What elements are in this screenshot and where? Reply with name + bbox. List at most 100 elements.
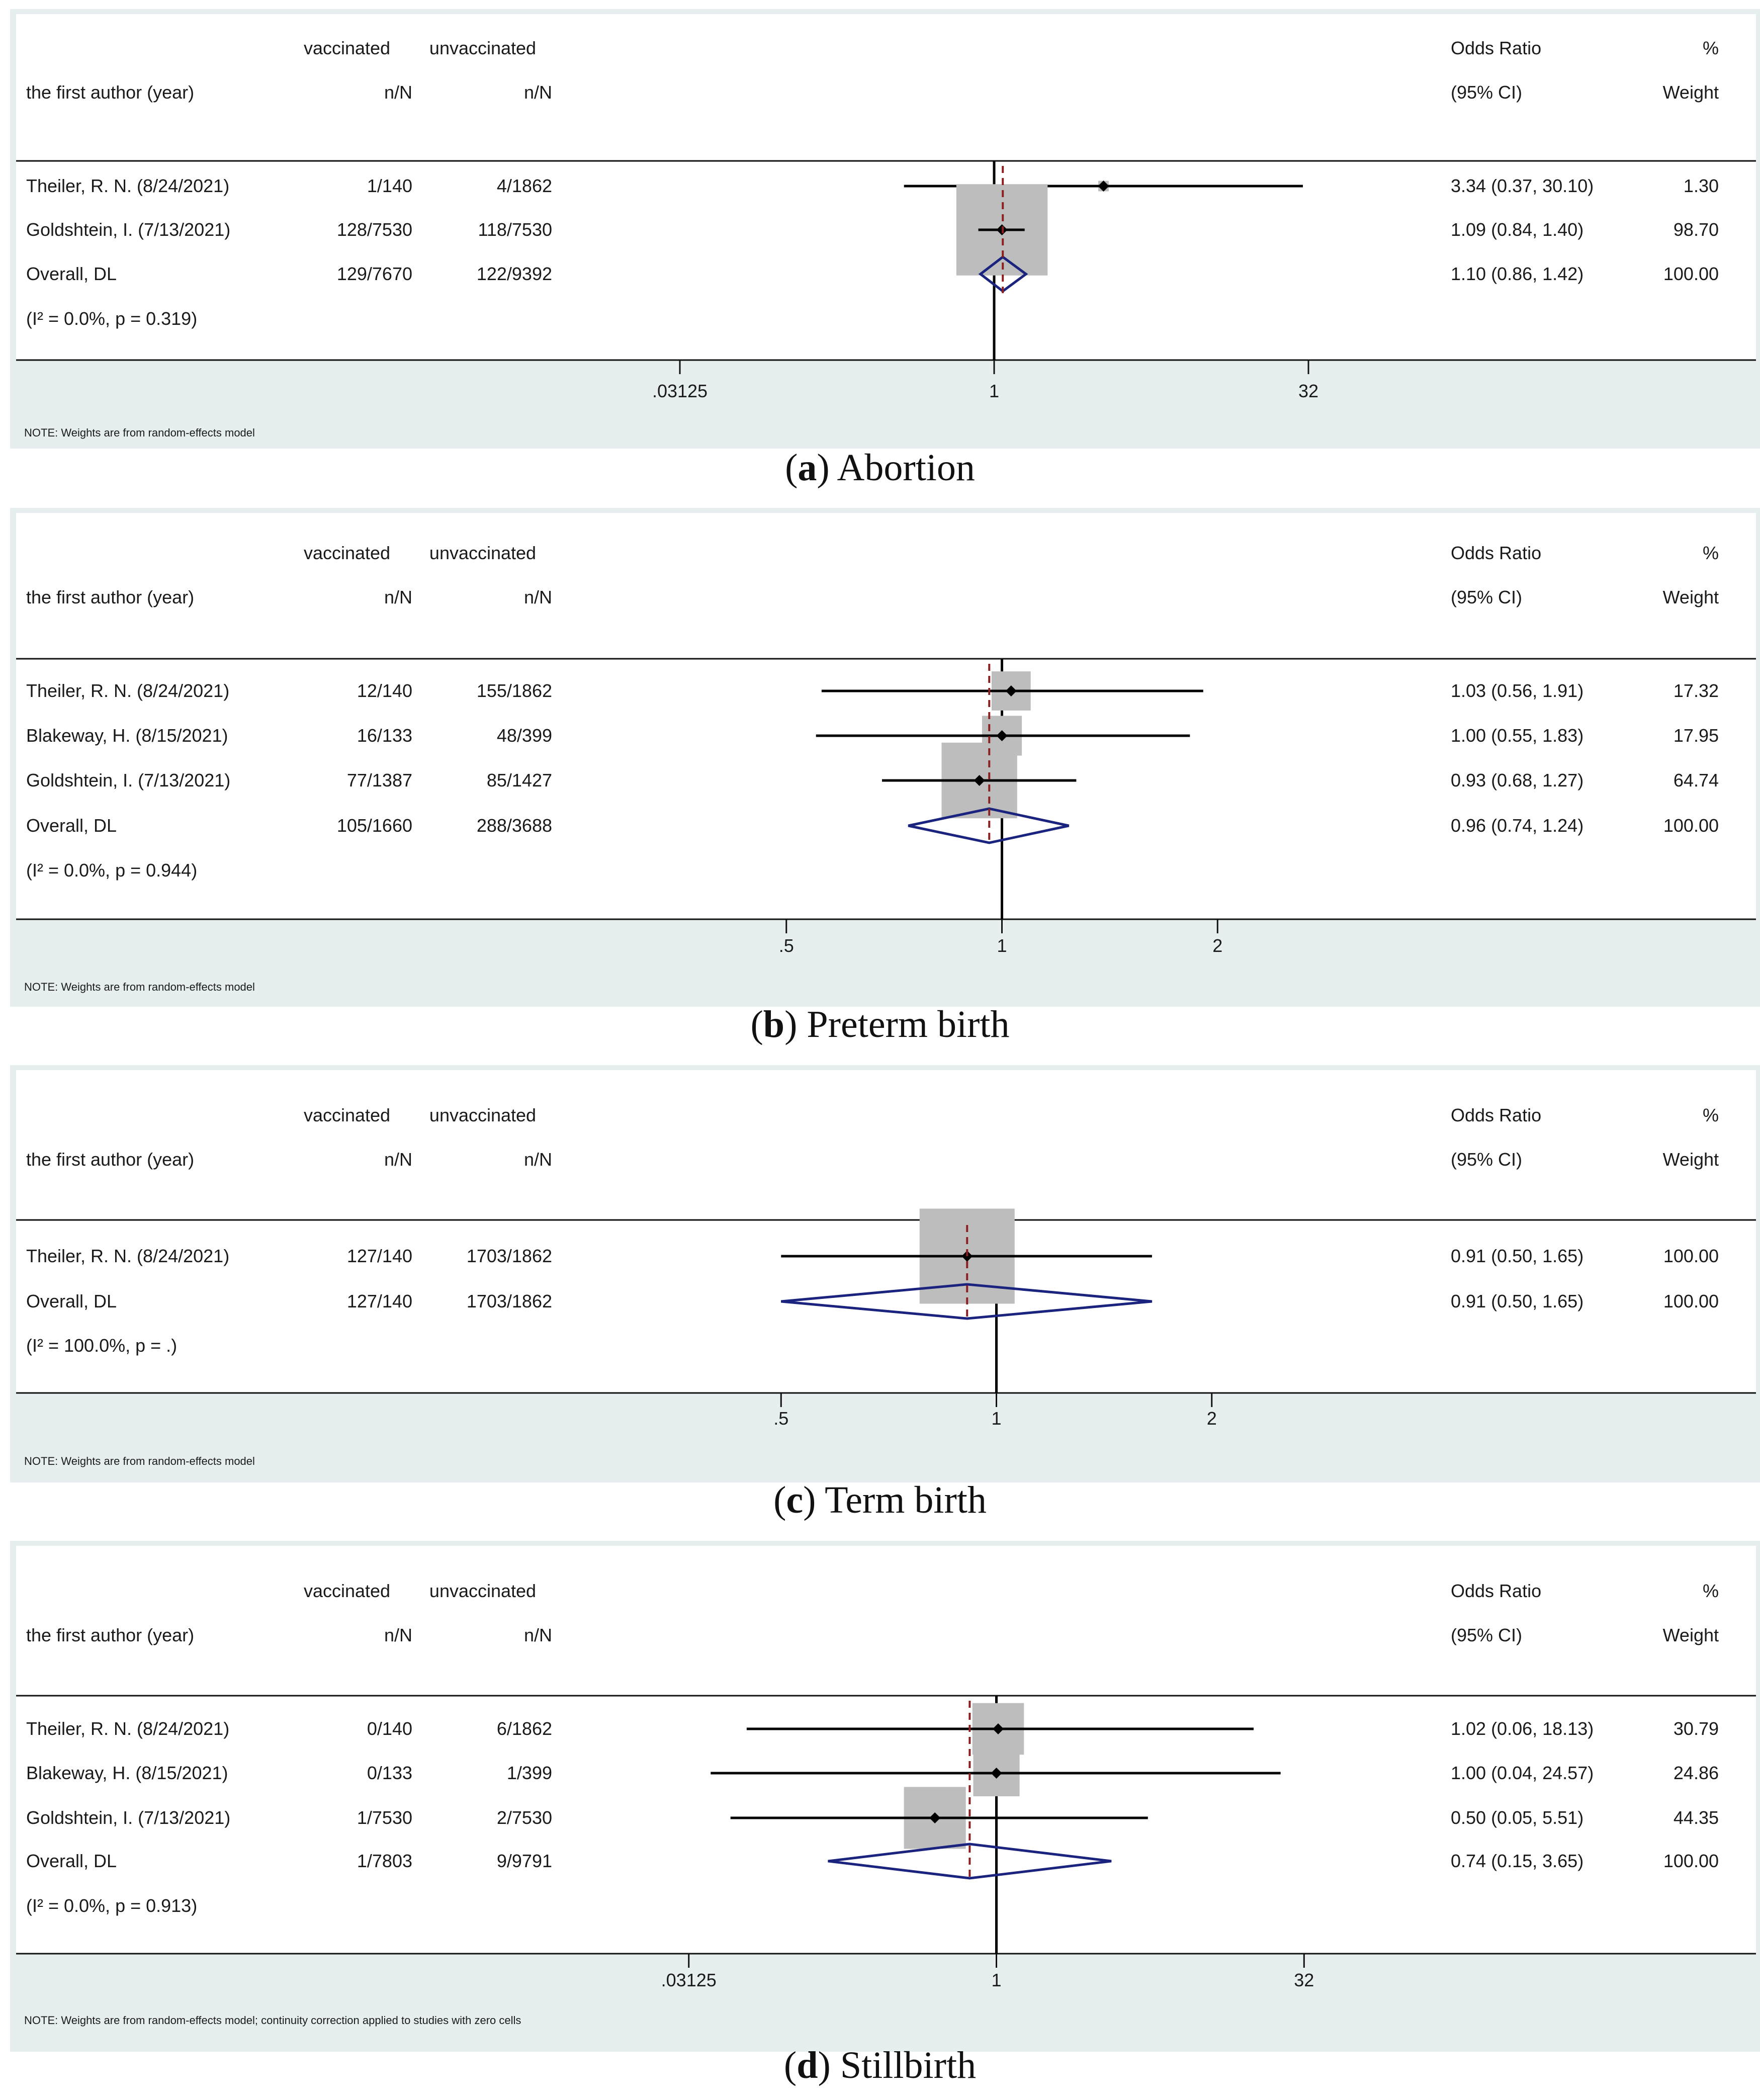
overall-weight: 100.00 xyxy=(1663,1291,1719,1311)
heterogeneity-statistic: (I² = 100.0%, p = .) xyxy=(26,1335,177,1356)
study-unvaccinated: 48/399 xyxy=(497,725,552,746)
header-percent: % xyxy=(1703,543,1719,563)
overall-unvaccinated: 9/9791 xyxy=(497,1851,552,1871)
study-row: Blakeway, H. (8/15/2021) 0/133 1/399 1.00 (… xyxy=(26,1749,1719,1797)
study-weight: 64.74 xyxy=(1674,770,1719,791)
model-note: NOTE: Weights are from random-effects mo… xyxy=(24,1455,255,1467)
header-unvaccinated-nN: n/N xyxy=(524,82,552,103)
caption-paren-open: ( xyxy=(750,1003,763,1045)
heterogeneity-statistic: (I² = 0.0%, p = 0.944) xyxy=(26,860,197,881)
study-author: Goldshtein, I. (7/13/2021) xyxy=(26,1807,230,1828)
caption-paren-open: ( xyxy=(785,447,798,489)
forest-panel-c: vaccinated unvaccinated the first author (… xyxy=(10,1065,1760,1521)
point-estimate xyxy=(992,1723,1004,1734)
study-author: Theiler, R. N. (8/24/2021) xyxy=(26,680,229,701)
header-unvaccinated-nN: n/N xyxy=(524,1149,552,1170)
model-note: NOTE: Weights are from random-effects mo… xyxy=(24,426,255,439)
study-unvaccinated: 1703/1862 xyxy=(467,1246,552,1266)
point-estimate xyxy=(974,775,985,786)
x-tick-label: 1 xyxy=(991,1970,1001,1990)
forest-panel-d: vaccinated unvaccinated the first author (… xyxy=(10,1541,1760,2086)
x-tick-label: 1 xyxy=(989,381,999,401)
study-vaccinated: 1/7530 xyxy=(357,1807,412,1828)
header-unvaccinated: unvaccinated xyxy=(429,543,536,563)
overall-weight: 100.00 xyxy=(1663,815,1719,836)
caption-title: Preterm birth xyxy=(797,1003,1009,1045)
header-weight: Weight xyxy=(1663,1149,1719,1170)
study-weight: 100.00 xyxy=(1663,1246,1719,1266)
header-author: the first author (year) xyxy=(26,587,194,607)
header-unvaccinated-nN: n/N xyxy=(524,587,552,607)
overall-odds-ratio: 0.96 (0.74, 1.24) xyxy=(1451,815,1583,836)
header-unvaccinated: unvaccinated xyxy=(429,1581,536,1601)
study-author: Blakeway, H. (8/15/2021) xyxy=(26,1763,228,1783)
x-tick-label: 32 xyxy=(1298,381,1318,401)
study-weight: 1.30 xyxy=(1684,176,1719,196)
overall-diamond xyxy=(781,1283,1153,1320)
header-odds-ratio: Odds Ratio xyxy=(1451,1581,1541,1601)
study-vaccinated: 12/140 xyxy=(357,680,412,701)
study-row: Theiler, R. N. (8/24/2021) 0/140 6/1862 1.0… xyxy=(26,1703,1719,1755)
study-weight: 17.95 xyxy=(1674,725,1719,746)
header-vaccinated: vaccinated xyxy=(304,1105,390,1125)
header-vaccinated-nN: n/N xyxy=(384,82,412,103)
study-vaccinated: 0/133 xyxy=(367,1763,412,1783)
study-unvaccinated: 2/7530 xyxy=(497,1807,552,1828)
study-row: Blakeway, H. (8/15/2021) 16/133 48/399 1.00… xyxy=(26,716,1719,756)
x-tick-label: 2 xyxy=(1207,1408,1217,1429)
header-unvaccinated: unvaccinated xyxy=(429,1105,536,1125)
x-tick-label: .5 xyxy=(773,1408,788,1429)
header-vaccinated-nN: n/N xyxy=(384,1149,412,1170)
study-odds-ratio: 1.02 (0.06, 18.13) xyxy=(1451,1718,1594,1739)
x-tick-label: .03125 xyxy=(661,1970,717,1990)
header-percent: % xyxy=(1703,1105,1719,1125)
x-tick-label: .5 xyxy=(779,935,794,956)
model-note: NOTE: Weights are from random-effects mo… xyxy=(24,981,255,993)
study-row: Goldshtein, I. (7/13/2021) 77/1387 85/1427… xyxy=(26,742,1719,819)
overall-row: Overall, DL 129/7670 122/9392 1.10 (0.86, 1… xyxy=(26,255,1719,293)
overall-unvaccinated: 122/9392 xyxy=(477,264,552,284)
header-vaccinated-nN: n/N xyxy=(384,587,412,607)
study-odds-ratio: 0.50 (0.05, 5.51) xyxy=(1451,1807,1583,1828)
plot-region xyxy=(16,1546,1756,1954)
header-percent: % xyxy=(1703,1581,1719,1601)
study-odds-ratio: 1.00 (0.55, 1.83) xyxy=(1451,725,1583,746)
x-tick-label: 1 xyxy=(991,1408,1001,1429)
overall-vaccinated: 127/140 xyxy=(347,1291,412,1311)
caption-letter: a xyxy=(798,447,817,489)
panel-caption: (c) Term birth xyxy=(773,1479,987,1521)
study-weight: 17.32 xyxy=(1674,680,1719,701)
overall-label: Overall, DL xyxy=(26,1291,117,1311)
study-vaccinated: 128/7530 xyxy=(337,219,412,240)
study-unvaccinated: 85/1427 xyxy=(487,770,552,791)
overall-weight: 100.00 xyxy=(1663,1851,1719,1871)
overall-odds-ratio: 0.91 (0.50, 1.65) xyxy=(1451,1291,1583,1311)
overall-diamond xyxy=(978,255,1028,293)
study-vaccinated: 16/133 xyxy=(357,725,412,746)
overall-row: Overall, DL 127/140 1703/1862 0.91 (0.50, 1… xyxy=(26,1283,1719,1320)
plot-region xyxy=(16,513,1756,919)
study-author: Goldshtein, I. (7/13/2021) xyxy=(26,770,230,791)
header-percent: % xyxy=(1703,38,1719,58)
plot-region xyxy=(16,14,1756,360)
header-odds-ratio: Odds Ratio xyxy=(1451,1105,1541,1125)
caption-title: Term birth xyxy=(816,1479,986,1521)
study-odds-ratio: 1.03 (0.56, 1.91) xyxy=(1451,680,1583,701)
caption-letter: b xyxy=(763,1003,784,1045)
study-weight: 24.86 xyxy=(1674,1763,1719,1783)
caption-letter: c xyxy=(786,1479,803,1521)
study-row: Goldshtein, I. (7/13/2021) 1/7530 2/7530 0.… xyxy=(26,1787,1719,1849)
study-author: Goldshtein, I. (7/13/2021) xyxy=(26,219,230,240)
header-odds-ratio: Odds Ratio xyxy=(1451,38,1541,58)
study-odds-ratio: 0.91 (0.50, 1.65) xyxy=(1451,1246,1583,1266)
header-vaccinated: vaccinated xyxy=(304,543,390,563)
header-ci: (95% CI) xyxy=(1451,1625,1522,1645)
header-ci: (95% CI) xyxy=(1451,82,1522,103)
study-unvaccinated: 155/1862 xyxy=(477,680,552,701)
caption-paren-close: ) xyxy=(817,447,829,489)
caption-title: Abortion xyxy=(830,447,975,489)
header-vaccinated: vaccinated xyxy=(304,1581,390,1601)
study-author: Blakeway, H. (8/15/2021) xyxy=(26,725,228,746)
point-estimate xyxy=(1098,181,1109,192)
study-row: Theiler, R. N. (8/24/2021) 12/140 155/1862… xyxy=(26,671,1719,711)
